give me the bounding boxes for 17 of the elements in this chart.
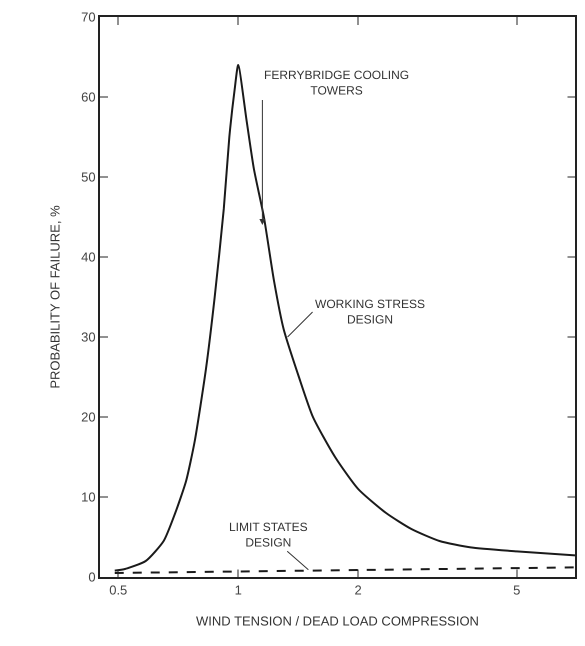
annotation: FERRYBRIDGE COOLING TOWERS xyxy=(264,68,410,98)
y-tick-label: 30 xyxy=(81,330,96,345)
y-tick-label: 20 xyxy=(81,410,96,425)
y-tick-label: 70 xyxy=(81,10,96,25)
x-tick-label: 5 xyxy=(513,582,520,598)
y-tick-label: 10 xyxy=(81,490,96,505)
y-tick-label: 0 xyxy=(88,570,96,585)
y-axis-title: PROBABILITY OF FAILURE, % xyxy=(48,204,63,389)
y-tick-label: 60 xyxy=(81,90,96,105)
x-tick-label: 0.5 xyxy=(109,582,128,598)
x-tick-label: 2 xyxy=(354,582,362,598)
y-tick-label: 50 xyxy=(81,170,96,185)
annotation: LIMIT STATES DESIGN xyxy=(229,520,308,550)
y-tick-label: 40 xyxy=(81,250,96,265)
x-axis-title: WIND TENSION / DEAD LOAD COMPRESSION xyxy=(196,613,479,628)
annotation: WORKING STRESS DESIGN xyxy=(315,297,426,327)
x-tick-label: 1 xyxy=(234,582,242,598)
